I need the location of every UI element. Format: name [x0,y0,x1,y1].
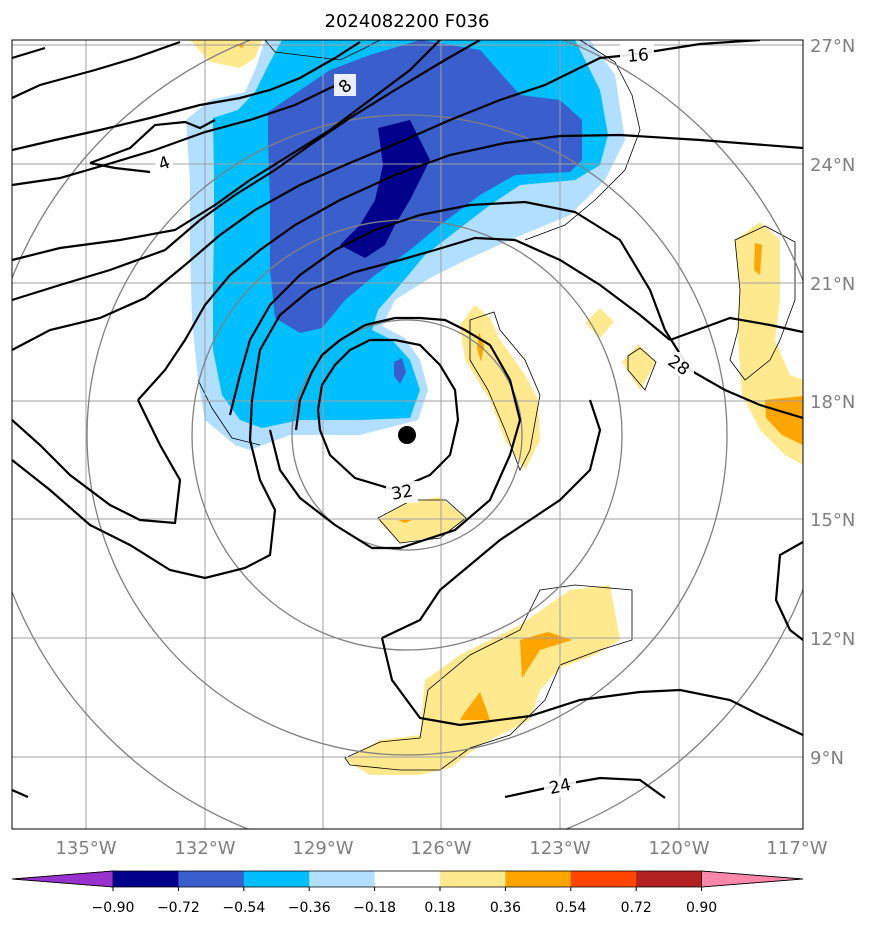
colorbar-segment [505,871,572,887]
contour-labels: 4 8 16 28 32 24 [155,44,694,799]
colorbar [11,870,804,888]
shaded-region-yellow-top [190,40,262,68]
shaded-region-yellow-diamond-1 [585,308,614,338]
colorbar-segment [178,871,245,887]
lon-tick-132w: 132°W [174,838,235,859]
colorbar-segment [309,871,376,887]
shaded-region-dark-navy [340,120,430,258]
lon-tick-120w: 120°W [648,838,709,859]
shaded-region-sky-blue-small [394,358,406,384]
colorbar-label: 0.72 [621,900,652,916]
contour-label-24: 24 [548,775,573,799]
colorbar-label: −0.72 [157,900,200,916]
lat-tick-15n: 15°N [810,510,855,531]
lat-tick-24n: 24°N [810,155,855,176]
lat-tick-18n: 18°N [810,392,855,413]
colorbar-segment [374,871,441,887]
lat-tick-21n: 21°N [810,274,855,295]
lat-tick-12n: 12°N [810,629,855,650]
colorbar-label: −0.54 [222,900,265,916]
shaded-region-yellow-southern-band [345,585,620,775]
map-frame [11,39,804,830]
colorbar-segment [440,871,506,887]
lon-tick-129w: 129°W [292,838,353,859]
shaded-region-orange-southern-2 [460,692,490,720]
shaded-region-yellow-south [378,497,466,543]
lat-tick-labels: 27°N 24°N 21°N 18°N 15°N 12°N 9°N [810,36,855,769]
contour-label-16: 16 [626,45,649,67]
colorbar-label: 0.36 [490,900,521,916]
lat-tick-9n: 9°N [810,748,844,769]
colorbar-segment [570,871,637,887]
contour-label-32: 32 [390,481,415,504]
lon-tick-135w: 135°W [55,838,116,859]
colorbar-label: −0.90 [92,900,135,916]
colorbar-label: 0.18 [424,900,455,916]
colorbar-label: −0.36 [288,900,331,916]
colorbar-label: −0.18 [353,900,396,916]
colorbar-labels: −0.90 −0.72 −0.54 −0.36 −0.18 0.18 0.36 0.54 0.7… [92,887,717,916]
shaded-region-orange-southern-1 [520,632,572,678]
thick-contours [12,40,803,799]
lat-tick-27n: 27°N [810,36,855,57]
lon-tick-126w: 126°W [410,838,471,859]
shaded-region-royal-blue [268,40,582,333]
colorbar-label: 0.90 [686,900,717,916]
colorbar-extend-high [701,870,804,888]
shaded-region-yellow-diamond-2 [622,344,656,390]
colorbar-segment [243,871,310,887]
map-content: 4 8 16 28 32 24 [12,40,803,829]
map-title: 2024082200 F036 [325,11,490,32]
lon-tick-117w: 117°W [766,838,827,859]
colorbar-label: 0.54 [555,900,586,916]
colorbar-segment [113,871,179,887]
shaded-region-orange-far-east [754,243,803,445]
shaded-region-orange-south [398,520,412,523]
lon-tick-labels: 135°W 132°W 129°W 126°W 123°W 120°W 117°… [55,838,827,859]
lon-tick-123w: 123°W [529,838,590,859]
colorbar-extend-low [11,870,114,888]
storm-center-marker [398,426,416,444]
colorbar-segment [636,871,703,887]
